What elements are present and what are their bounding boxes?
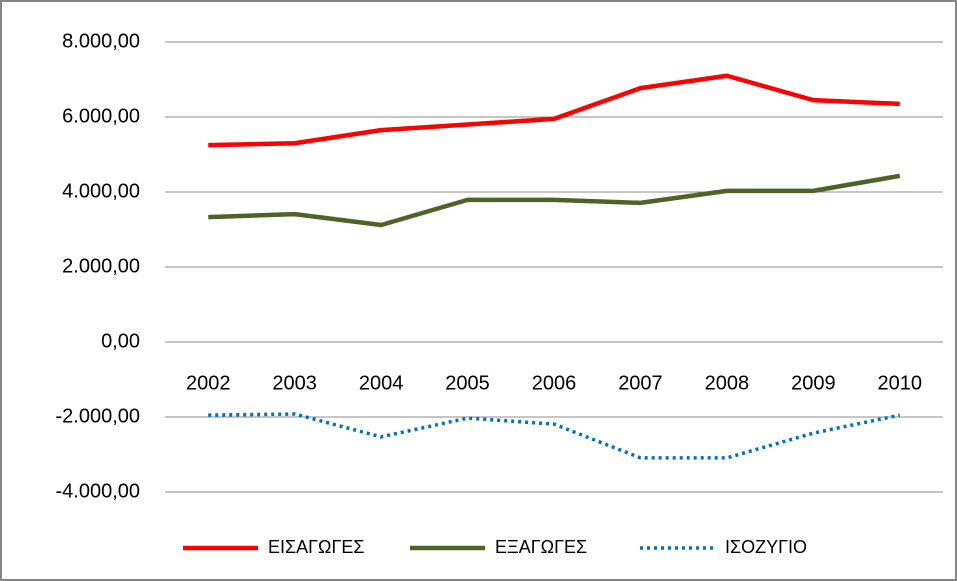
x-tick-label: 2006 bbox=[532, 372, 577, 394]
y-tick-label: 2.000,00 bbox=[62, 255, 140, 277]
series-line bbox=[208, 173, 901, 228]
x-tick-label: 2009 bbox=[791, 372, 836, 394]
legend-label: ΕΙΣΑΓΩΓΕΣ bbox=[268, 537, 365, 557]
x-tick-label: 2010 bbox=[878, 372, 923, 394]
y-tick-label: 0,00 bbox=[101, 330, 140, 352]
x-tick-label: 2002 bbox=[186, 372, 231, 394]
series-line bbox=[208, 412, 901, 460]
y-tick-label: 4.000,00 bbox=[62, 180, 140, 202]
x-tick-label: 2003 bbox=[272, 372, 317, 394]
series-line bbox=[208, 73, 900, 148]
y-tick-label: 6.000,00 bbox=[62, 105, 140, 127]
x-tick-label: 2005 bbox=[445, 372, 490, 394]
x-tick-label: 2008 bbox=[705, 372, 750, 394]
y-tick-label: -4.000,00 bbox=[55, 480, 140, 502]
y-tick-label: 8.000,00 bbox=[62, 30, 140, 52]
legend-label: ΕΞΑΓΩΓΕΣ bbox=[495, 537, 587, 557]
x-tick-label: 2007 bbox=[618, 372, 663, 394]
x-tick-label: 2004 bbox=[359, 372, 404, 394]
legend-label: ΙΣΟΖΥΓΙΟ bbox=[725, 537, 807, 557]
y-tick-label: -2.000,00 bbox=[55, 405, 140, 427]
